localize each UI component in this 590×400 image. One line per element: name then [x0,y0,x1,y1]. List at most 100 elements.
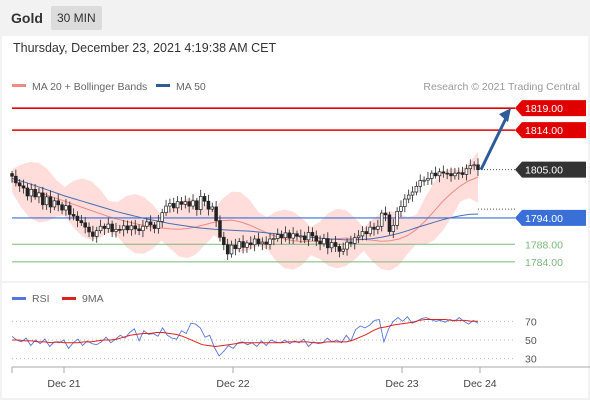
candle-body [52,200,57,208]
candle [472,161,476,171]
candle [179,196,184,211]
candle [376,219,380,235]
candle-body [68,205,72,215]
candle-body [283,232,288,239]
candle-body [44,196,49,206]
rsi-legend-swatch-0 [12,297,26,300]
candle-body [229,244,234,255]
candle [379,209,384,232]
candle [41,186,45,210]
level-tag [515,209,586,226]
candle [272,233,276,246]
candle-body [79,220,84,224]
candle [91,225,95,242]
candle-body [333,242,338,247]
candle-body [399,206,403,212]
candle-body [275,234,280,239]
top-bar: Gold 30 MIN [0,0,590,36]
candle [249,236,253,250]
candle [160,208,164,228]
candle-body [237,241,241,250]
candle [345,238,349,256]
rsi-legend-label-0: RSI [32,293,50,305]
candle-body [210,206,215,210]
candle [356,230,361,244]
candle [52,197,57,211]
candle [256,232,261,247]
candle [48,190,53,214]
candle-body [225,244,230,255]
candle-body [106,223,111,229]
candle [137,224,141,236]
candle-body [287,232,292,239]
x-tick-label: Dec 24 [463,378,496,390]
candle [60,201,64,215]
candle [229,240,234,258]
candle [225,238,230,260]
candle-body [245,242,249,248]
candle [449,167,453,182]
candle [183,195,188,209]
candle-body [156,221,161,229]
timeframe-badge[interactable]: 30 MIN [51,6,102,30]
candle-body [460,172,465,175]
candle [71,208,76,221]
candle-body [37,192,41,198]
candle [44,192,49,210]
candle [210,202,215,213]
candle [64,199,68,216]
candle-body [476,164,480,170]
candle [426,171,430,186]
candle-body [148,221,153,226]
candle-body [241,241,245,248]
candle-body [129,225,134,231]
candle [206,194,211,216]
candle-body [102,225,107,229]
candle-body [356,235,361,239]
candle-body [318,240,322,245]
candle-body [433,172,438,177]
candle-body [341,248,345,252]
credit-text: Research © 2021 Trading Central [423,81,580,93]
candle-body [414,185,419,193]
candle [121,219,126,237]
candle-body [41,192,45,206]
candle-body [383,212,388,216]
candle-body [249,242,253,246]
candle-body [145,221,149,227]
candle-body [222,236,226,246]
candle-body [299,235,303,238]
candle-body [302,235,307,241]
candle [383,206,388,222]
candle-body [430,172,434,179]
candle [75,211,80,228]
candle-body [191,200,195,207]
candle-body [364,231,369,235]
candle [198,189,203,215]
level-tag [515,100,586,117]
candle [406,189,411,204]
candle-body [349,241,353,244]
candle [83,217,87,234]
rsi-ma-line [12,319,478,348]
candle [372,222,376,236]
candle [391,218,396,239]
candle-body [314,235,318,242]
candle-body [449,173,453,177]
candle [360,226,365,241]
level-label: 1819.00 [525,103,563,115]
candle [233,238,238,256]
candle [441,165,446,178]
rsi-tick-label: 30 [525,354,537,366]
candle [68,201,72,221]
candle-body [141,225,145,232]
candle [418,174,422,193]
ma50-line [11,177,479,241]
candle [152,222,157,234]
candle-body [91,231,95,237]
candle-body [426,178,430,181]
candle-body [322,238,326,245]
candle [202,193,207,207]
candle [337,243,342,258]
